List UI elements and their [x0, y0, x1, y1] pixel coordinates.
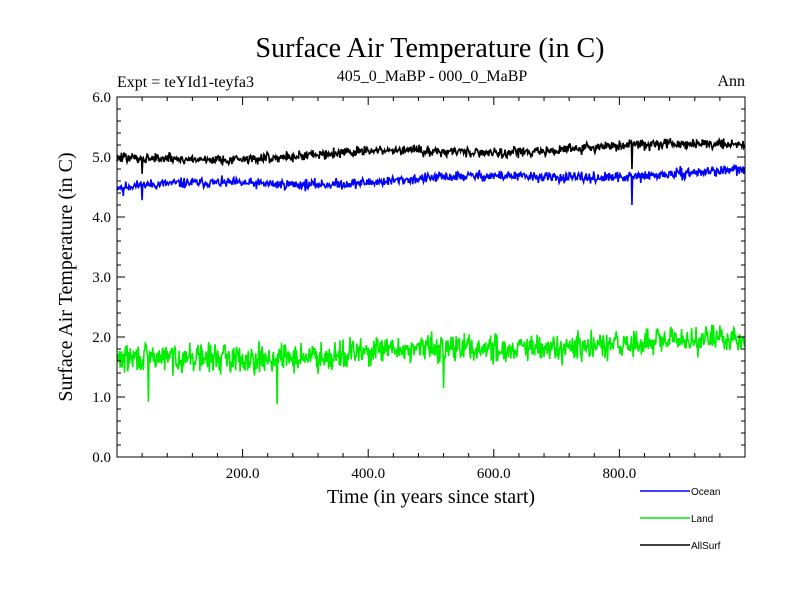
x-axis-label: Time (in years since start) — [327, 486, 535, 508]
series-line-land — [116, 324, 746, 405]
x-tick-label: 400.0 — [351, 466, 385, 482]
x-tick-label: 800.0 — [603, 466, 637, 482]
plot-lines — [116, 136, 746, 405]
y-axis-label: Surface Air Temperature (in C) — [55, 152, 77, 401]
y-tick-label: 5.0 — [92, 150, 111, 166]
y-tick-label: 3.0 — [92, 270, 111, 286]
series-line-ocean — [116, 163, 746, 206]
y-tick-label: 6.0 — [92, 90, 111, 106]
axis-ticks: 0.0 1.0 2.0 3.0 4.0 5.0 6.0 200.0 400.0 600.0 800.… — [92, 90, 745, 482]
legend: Ocean Land AllSurf — [640, 487, 721, 552]
series-line-allsurf — [116, 136, 746, 174]
season-label: Ann — [717, 73, 745, 90]
y-tick-label: 1.0 — [92, 390, 111, 406]
experiment-label: Expt = teYId1-teyfa3 — [117, 74, 254, 91]
y-tick-label: 2.0 — [92, 330, 111, 346]
x-tick-label: 600.0 — [477, 466, 511, 482]
period-label: 405_0_MaBP - 000_0_MaBP — [337, 68, 528, 85]
chart-title: Surface Air Temperature (in C) — [256, 33, 605, 64]
y-tick-label: 0.0 — [92, 450, 111, 466]
legend-label-allsurf: AllSurf — [691, 541, 721, 552]
legend-label-ocean: Ocean — [691, 487, 720, 498]
y-tick-label: 4.0 — [92, 210, 111, 226]
legend-label-land: Land — [691, 514, 713, 525]
x-tick-label: 200.0 — [226, 466, 260, 482]
